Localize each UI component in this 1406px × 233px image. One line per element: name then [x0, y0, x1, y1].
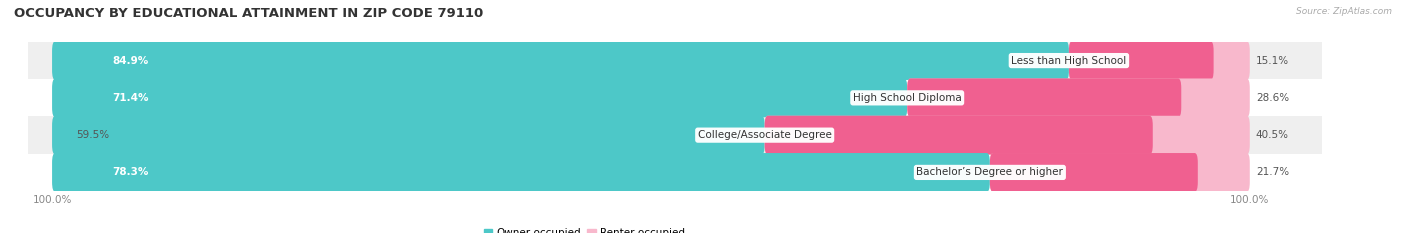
Text: 40.5%: 40.5% — [1256, 130, 1289, 140]
FancyBboxPatch shape — [765, 116, 1153, 154]
Text: 71.4%: 71.4% — [112, 93, 149, 103]
FancyBboxPatch shape — [1069, 41, 1250, 80]
Text: 15.1%: 15.1% — [1256, 56, 1289, 65]
FancyBboxPatch shape — [907, 79, 1181, 117]
Bar — [28, 79, 1322, 116]
Text: High School Diploma: High School Diploma — [853, 93, 962, 103]
Text: 84.9%: 84.9% — [112, 56, 148, 65]
Bar — [28, 42, 1322, 79]
Text: College/Associate Degree: College/Associate Degree — [697, 130, 831, 140]
Text: 28.6%: 28.6% — [1256, 93, 1289, 103]
Text: 78.3%: 78.3% — [112, 168, 149, 177]
FancyBboxPatch shape — [765, 116, 1250, 154]
Text: OCCUPANCY BY EDUCATIONAL ATTAINMENT IN ZIP CODE 79110: OCCUPANCY BY EDUCATIONAL ATTAINMENT IN Z… — [14, 7, 484, 20]
Text: 59.5%: 59.5% — [76, 130, 110, 140]
Text: Source: ZipAtlas.com: Source: ZipAtlas.com — [1296, 7, 1392, 16]
Bar — [28, 116, 1322, 154]
FancyBboxPatch shape — [52, 41, 1069, 80]
FancyBboxPatch shape — [52, 116, 765, 154]
FancyBboxPatch shape — [907, 79, 1250, 117]
FancyBboxPatch shape — [990, 153, 1198, 192]
FancyBboxPatch shape — [52, 79, 907, 117]
FancyBboxPatch shape — [990, 153, 1250, 192]
Legend: Owner-occupied, Renter-occupied: Owner-occupied, Renter-occupied — [479, 224, 689, 233]
Text: 21.7%: 21.7% — [1256, 168, 1289, 177]
FancyBboxPatch shape — [1069, 41, 1213, 80]
Bar — [28, 154, 1322, 191]
Text: Less than High School: Less than High School — [1011, 56, 1126, 65]
FancyBboxPatch shape — [52, 153, 990, 192]
Text: Bachelor’s Degree or higher: Bachelor’s Degree or higher — [917, 168, 1063, 177]
